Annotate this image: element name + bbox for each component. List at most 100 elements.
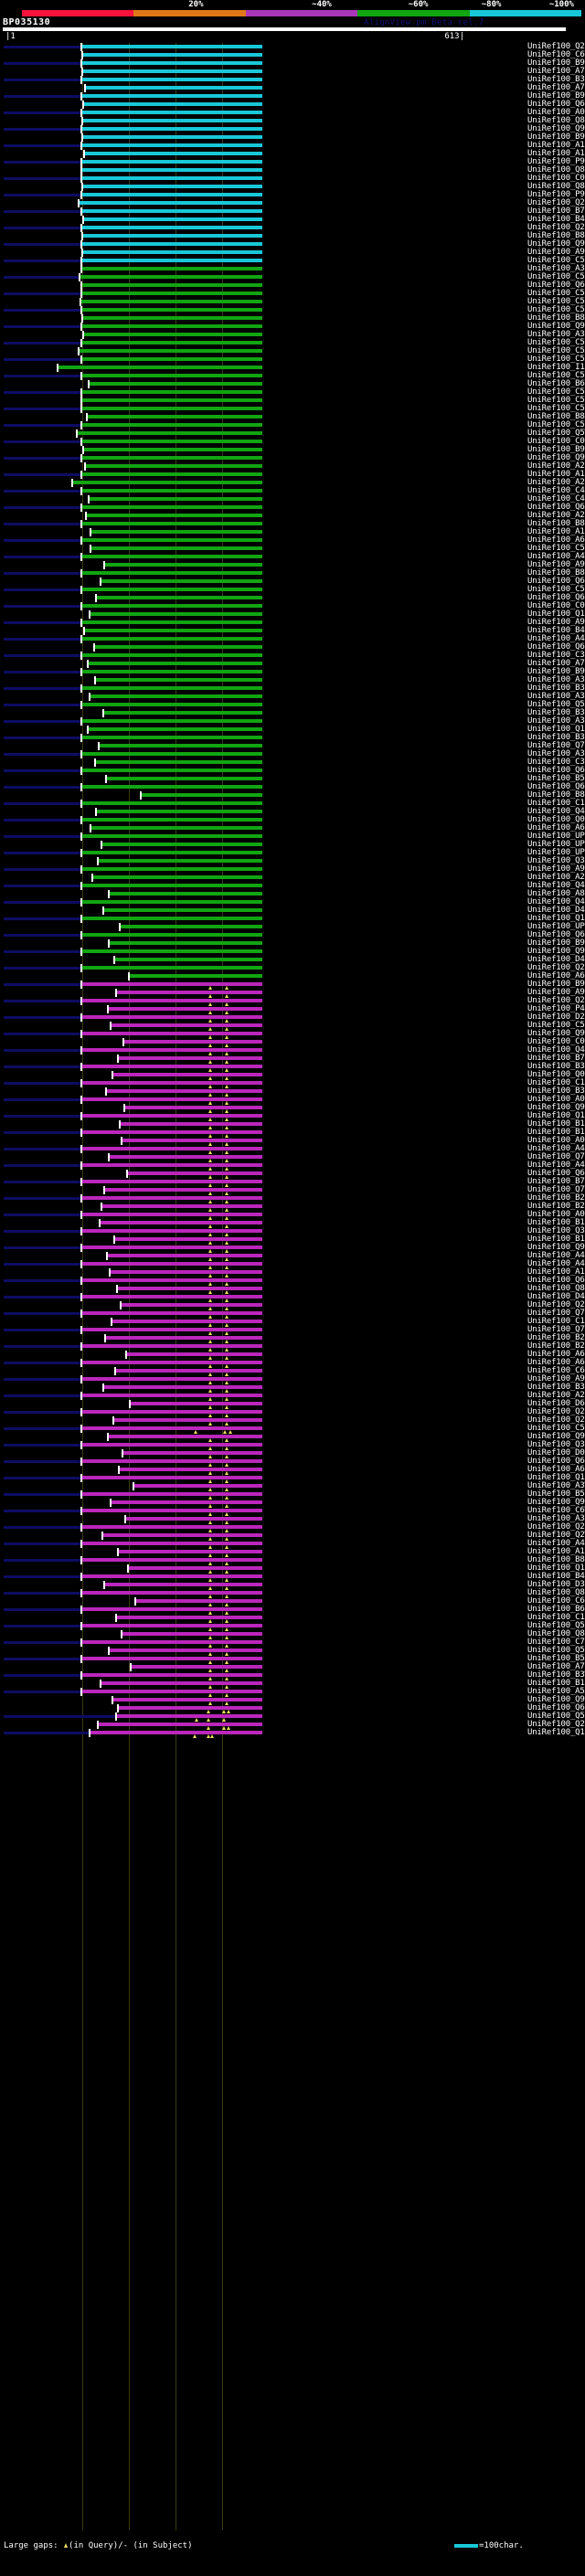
hit-alignment-bar[interactable]: [80, 851, 262, 854]
hit-label[interactable]: UniRef100_Q2W3N3: [527, 1531, 585, 1540]
hit-label[interactable]: UniRef100_A3QMH5: [527, 716, 585, 726]
hit-alignment-bar[interactable]: [80, 867, 262, 871]
hit-alignment-bar[interactable]: [121, 1632, 262, 1636]
hit-label[interactable]: UniRef100_Q2MJ22: [527, 42, 585, 51]
hit-alignment-bar[interactable]: [80, 1673, 262, 1677]
hit-alignment-bar[interactable]: [80, 1459, 262, 1463]
hit-alignment-bar[interactable]: [80, 1476, 262, 1479]
hit-alignment-bar[interactable]: [88, 382, 262, 386]
hit-alignment-bar[interactable]: [80, 407, 262, 410]
hit-label[interactable]: UniRef100_A4TM2: [527, 552, 585, 561]
hit-label[interactable]: UniRef100_P49692: [527, 1004, 585, 1013]
hit-label[interactable]: UniRef100_I1N9I84: [527, 363, 585, 372]
hit-label[interactable]: UniRef100_Q2LAJ9: [527, 198, 585, 207]
hit-label[interactable]: UniRef100_Q385E8: [527, 1440, 585, 1449]
hit-label[interactable]: UniRef100_Q07V01: [527, 1070, 585, 1079]
hit-alignment-bar[interactable]: [110, 1023, 262, 1027]
hit-label[interactable]: UniRef100_A0Q3I7: [527, 1210, 585, 1219]
hit-alignment-bar[interactable]: [107, 1435, 262, 1438]
hit-alignment-bar[interactable]: [80, 1328, 262, 1331]
hit-label[interactable]: UniRef100_B8ZU11: [527, 568, 585, 578]
hit-label[interactable]: UniRef100_Q6YN5A: [527, 1276, 585, 1285]
hit-alignment-bar[interactable]: [95, 596, 262, 599]
hit-alignment-bar[interactable]: [89, 1731, 262, 1734]
hit-label[interactable]: UniRef100_B2IWR6: [527, 1333, 585, 1342]
hit-alignment-bar[interactable]: [80, 1542, 262, 1545]
hit-alignment-bar[interactable]: [80, 226, 262, 229]
hit-alignment-bar[interactable]: [129, 1402, 262, 1405]
hit-alignment-bar[interactable]: [81, 234, 262, 238]
hit-label[interactable]: UniRef100_Q20XC1: [527, 1407, 585, 1416]
hit-alignment-bar[interactable]: [124, 1517, 262, 1521]
hit-label[interactable]: UniRef100_B8H7F5: [527, 1555, 585, 1564]
hit-label[interactable]: UniRef100_B9FYM2: [527, 445, 585, 454]
hit-alignment-bar[interactable]: [80, 259, 262, 262]
hit-alignment-bar[interactable]: [80, 1344, 262, 1348]
hit-label[interactable]: UniRef100_Q4B5S6: [527, 897, 585, 906]
hit-label[interactable]: UniRef100_C5GG26: [527, 1021, 585, 1030]
hit-alignment-bar[interactable]: [120, 1303, 262, 1307]
hit-alignment-bar[interactable]: [133, 1484, 262, 1488]
hit-alignment-bar[interactable]: [80, 489, 262, 493]
hit-label[interactable]: UniRef100_C1A9M7: [527, 1317, 585, 1326]
hit-alignment-bar[interactable]: [98, 744, 262, 747]
hit-label[interactable]: UniRef100_Q1Z049: [527, 610, 585, 619]
hit-alignment-bar[interactable]: [95, 810, 262, 813]
hit-alignment-bar[interactable]: [108, 941, 262, 945]
hit-alignment-bar[interactable]: [83, 629, 262, 632]
hit-alignment-bar[interactable]: [87, 727, 262, 731]
hit-alignment-bar[interactable]: [81, 185, 262, 188]
hit-alignment-bar[interactable]: [81, 119, 262, 122]
hit-label[interactable]: UniRef100_D4BB56: [527, 906, 585, 915]
hit-label[interactable]: UniRef100_C1BB08: [527, 799, 585, 808]
hit-alignment-bar[interactable]: [105, 1089, 262, 1093]
hit-label[interactable]: UniRef100_A1BQV3: [527, 141, 585, 150]
hit-alignment-bar[interactable]: [80, 357, 262, 361]
hit-label[interactable]: UniRef100_A3WDB6: [527, 1481, 585, 1490]
hit-alignment-bar[interactable]: [80, 555, 262, 558]
hit-label[interactable]: UniRef100_A7VGN6: [527, 1662, 585, 1671]
hit-alignment-bar[interactable]: [80, 283, 262, 287]
hit-label[interactable]: UniRef100_Q5FNA0: [527, 1646, 585, 1655]
hit-label[interactable]: UniRef100_Q6S7M9: [527, 782, 585, 791]
hit-alignment-bar[interactable]: [117, 1706, 262, 1710]
hit-label[interactable]: UniRef100_Q6NBP3: [527, 1457, 585, 1466]
hit-alignment-bar[interactable]: [81, 250, 262, 254]
hit-alignment-bar[interactable]: [80, 472, 262, 476]
hit-alignment-bar[interactable]: [80, 1657, 262, 1660]
hit-label[interactable]: UniRef100_C5YLC0: [527, 396, 585, 405]
hit-label[interactable]: UniRef100_A6E8U6: [527, 971, 585, 981]
hit-label[interactable]: UniRef100_A2ZL26: [527, 511, 585, 520]
hit-label[interactable]: UniRef100_B3QBI6: [527, 1062, 585, 1071]
hit-alignment-bar[interactable]: [90, 826, 262, 830]
hit-label[interactable]: UniRef100_A9RLF7: [527, 560, 585, 569]
hit-alignment-bar[interactable]: [102, 908, 262, 912]
hit-label[interactable]: UniRef100_A6GC17: [527, 1358, 585, 1367]
hit-label[interactable]: UniRef100_A2Y1L9: [527, 478, 585, 487]
hit-label[interactable]: UniRef100_UPI000...: [527, 848, 585, 857]
hit-alignment-bar[interactable]: [78, 201, 262, 205]
hit-alignment-bar[interactable]: [127, 1566, 262, 1570]
hit-label[interactable]: UniRef100_A7PIW0: [527, 659, 585, 668]
hit-alignment-bar[interactable]: [80, 703, 262, 706]
hit-alignment-bar[interactable]: [108, 1155, 262, 1159]
hit-label[interactable]: UniRef100_Q7TCU1: [527, 1185, 585, 1194]
hit-alignment-bar[interactable]: [103, 1583, 262, 1586]
hit-alignment-bar[interactable]: [86, 415, 262, 419]
hit-alignment-bar[interactable]: [71, 481, 262, 484]
hit-label[interactable]: UniRef100_B4FAU9: [527, 215, 585, 224]
hit-alignment-bar[interactable]: [80, 966, 262, 970]
hit-label[interactable]: UniRef100_Q2R3E2: [527, 223, 585, 232]
hit-label[interactable]: UniRef100_B2HMF2: [527, 1341, 585, 1351]
hit-label[interactable]: UniRef100_B8AHW6: [527, 412, 585, 421]
hit-label[interactable]: UniRef100_C5X0B8: [527, 355, 585, 364]
hit-label[interactable]: UniRef100_C5Y4A9: [527, 420, 585, 429]
hit-label[interactable]: UniRef100_Q84YE6: [527, 182, 585, 191]
hit-label[interactable]: UniRef100_C4J2X2: [527, 486, 585, 495]
hit-label[interactable]: UniRef100_Q1EQM1: [527, 725, 585, 734]
hit-alignment-bar[interactable]: [105, 777, 262, 780]
hit-alignment-bar[interactable]: [97, 859, 262, 863]
hit-alignment-bar[interactable]: [118, 1468, 262, 1471]
hit-alignment-bar[interactable]: [101, 843, 262, 846]
hit-label[interactable]: UniRef100_A0M1P0: [527, 1095, 585, 1104]
